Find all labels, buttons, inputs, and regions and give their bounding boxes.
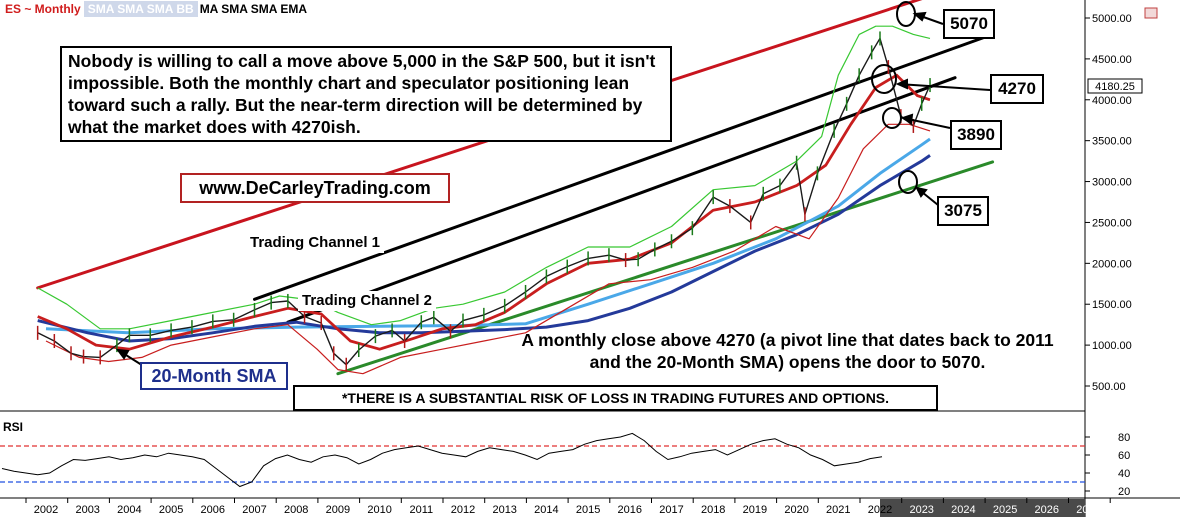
main-commentary-box: Nobody is willing to call a move above 5…: [60, 46, 672, 142]
rsi-tick-label: 80: [1118, 432, 1130, 444]
series-layer: [36, 25, 931, 375]
time-tick-label: 2002: [34, 504, 58, 516]
level-3890-box: 3890: [950, 120, 1002, 150]
price-tick-label: 4000.00: [1092, 95, 1132, 107]
last-price-box: [1087, 78, 1143, 94]
arrowhead-3890: [900, 113, 914, 125]
trendline-2: [253, 32, 995, 301]
sma-20-label: 20-Month SMA: [140, 362, 288, 390]
rsi-tick-label: 40: [1118, 468, 1130, 480]
time-tick-label: 2005: [159, 504, 183, 516]
time-tick-label: 2010: [367, 504, 391, 516]
time-tick-label: 2003: [75, 504, 99, 516]
time-tick-label: 2004: [117, 504, 141, 516]
time-tick-label: 2028: [1118, 504, 1142, 516]
circle-3890: [882, 107, 902, 129]
website-label[interactable]: www.DeCarleyTrading.com: [180, 173, 450, 203]
time-tick-label: 2009: [326, 504, 350, 516]
risk-disclaimer: *THERE IS A SUBSTANTIAL RISK OF LOSS IN …: [293, 385, 938, 411]
time-tick-label: 2008: [284, 504, 308, 516]
price-tick-label: 3500.00: [1092, 136, 1132, 148]
series-sma-blue: [37, 154, 931, 343]
time-tick-label: 2014: [534, 504, 558, 516]
time-tick-label: 2019: [743, 504, 767, 516]
circle-3075: [898, 170, 918, 194]
arrow-4270: [897, 83, 991, 91]
last-price-label: 4180.25: [1095, 81, 1135, 93]
time-tick-label: 2023: [909, 504, 933, 516]
price-axis: 5000.00 4500.00 4000.00 3500.00 3000.00 2500.…: [1085, 13, 1132, 393]
trendlines: [36, 0, 995, 376]
time-tick-label: 2018: [701, 504, 725, 516]
arrowhead-3075: [915, 186, 928, 198]
rsi-line: [1, 432, 883, 488]
time-tick-label: 2026: [1035, 504, 1059, 516]
time-tick-label: 2012: [451, 504, 475, 516]
pivot-commentary: A monthly close above 4270 (a pivot line…: [521, 330, 1054, 372]
time-tick-label: 2025: [993, 504, 1017, 516]
price-tick-label: 2000.00: [1092, 258, 1132, 270]
arrowhead-5070: [912, 11, 927, 22]
rsi-pane: 80 60 40 20: [0, 432, 1130, 498]
studies-label[interactable]: MA SMA SMA EMA: [199, 2, 308, 16]
chart-header: ES ~ Monthly SMA SMA SMA BB MA SMA SMA E…: [2, 1, 309, 17]
trading-channel-1-label: Trading Channel 1: [246, 233, 385, 253]
time-tick-label: 2015: [576, 504, 600, 516]
time-tick-label: 2027: [1076, 504, 1100, 516]
symbol-label[interactable]: ES ~ Monthly: [2, 1, 84, 17]
rsi-label: RSI: [3, 420, 24, 434]
time-tick-label: 2017: [659, 504, 683, 516]
price-tick-label: 1000.00: [1092, 340, 1132, 352]
price-tick-label: 5000.00: [1092, 13, 1132, 25]
series-bollinger-lower: [45, 123, 931, 375]
series-bollinger-upper: [37, 25, 931, 330]
level-3075-box: 3075: [937, 196, 989, 226]
price-tick-label: 2500.00: [1092, 217, 1132, 229]
panel-toggle-icon[interactable]: [1144, 7, 1158, 19]
circle-4270: [871, 64, 897, 94]
time-tick-label: 2011: [409, 504, 433, 516]
time-tick-label: 2021: [826, 504, 850, 516]
rsi-tick-label: 20: [1118, 486, 1130, 498]
annotation-pointers: [115, 1, 991, 368]
rsi-tick-label: 60: [1118, 450, 1130, 462]
arrowhead-sma: [115, 348, 130, 360]
trendline-3: [286, 76, 957, 324]
time-axis: 2002 2003 2004 2005 2006 2007 2008 2009 2010 2011…: [25, 498, 1142, 516]
time-tick-label: 2022: [868, 504, 892, 516]
arrowhead-4270: [895, 78, 908, 90]
time-tick-label: 2016: [618, 504, 642, 516]
trendline-4: [336, 160, 995, 376]
time-tick-label: 2020: [784, 504, 808, 516]
price-tick-label: 500.00: [1092, 381, 1126, 393]
level-5070-box: 5070: [943, 9, 995, 39]
time-tick-label: 2013: [492, 504, 516, 516]
price-tick-label: 1500.00: [1092, 299, 1132, 311]
future-axis-band: [880, 499, 1085, 517]
level-4270-box: 4270: [990, 74, 1044, 104]
studies-highlight[interactable]: SMA SMA SMA BB: [83, 1, 198, 17]
time-tick-label: 2006: [201, 504, 225, 516]
time-tick-label: 2007: [242, 504, 266, 516]
trading-channel-2-label: Trading Channel 2: [298, 291, 437, 311]
time-tick-label: 2024: [951, 504, 975, 516]
price-tick-label: 3000.00: [1092, 177, 1132, 189]
price-tick-label: 4500.00: [1092, 54, 1132, 66]
